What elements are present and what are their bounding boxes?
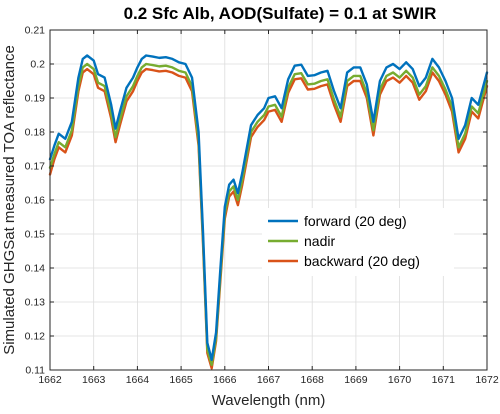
x-tick-label: 1671 xyxy=(432,374,456,386)
legend-label: nadir xyxy=(304,233,335,249)
ticks: 1662 1663 1664 1665 1666 1667 1668 1669 1670 1671… xyxy=(25,25,499,387)
y-tick-label: 0.16 xyxy=(25,195,46,207)
y-tick-label: 0.2 xyxy=(30,59,45,71)
x-tick-label: 1668 xyxy=(301,374,325,386)
x-axis-label: Wavelength (nm) xyxy=(212,392,326,409)
y-tick-label: 0.14 xyxy=(25,263,46,275)
y-tick-label: 0.13 xyxy=(25,297,46,309)
series-layer xyxy=(48,54,489,370)
y-tick-label: 0.21 xyxy=(25,25,46,37)
x-tick-label: 1667 xyxy=(257,374,281,386)
y-tick-label: 0.19 xyxy=(25,93,46,105)
x-tick-label: 1670 xyxy=(388,374,412,386)
x-tick-label: 1666 xyxy=(213,374,237,386)
x-tick-label: 1669 xyxy=(344,374,368,386)
y-tick-label: 0.11 xyxy=(25,365,45,377)
y-axis-label: Simulated GHGSat measured TOA reflectanc… xyxy=(1,45,18,355)
legend-label: forward (20 deg) xyxy=(304,213,407,229)
y-tick-label: 0.12 xyxy=(25,331,46,343)
y-tick-label: 0.17 xyxy=(25,161,46,173)
y-tick-label: 0.18 xyxy=(25,127,46,139)
series-line xyxy=(48,54,489,361)
legend-label: backward (20 deg) xyxy=(304,253,420,269)
series-line xyxy=(48,62,489,367)
x-tick-label: 1664 xyxy=(126,374,150,386)
chart-title: 0.2 Sfc Alb, AOD(Sulfate) = 0.1 at SWIR xyxy=(124,4,437,23)
x-tick-label: 1663 xyxy=(82,374,106,386)
legend: forward (20 deg) nadir backward (20 deg) xyxy=(262,208,454,276)
y-tick-label: 0.15 xyxy=(25,229,46,241)
x-tick-label: 1672 xyxy=(475,374,499,386)
x-tick-label: 1665 xyxy=(169,374,193,386)
x-tick-label: 1662 xyxy=(38,374,62,386)
